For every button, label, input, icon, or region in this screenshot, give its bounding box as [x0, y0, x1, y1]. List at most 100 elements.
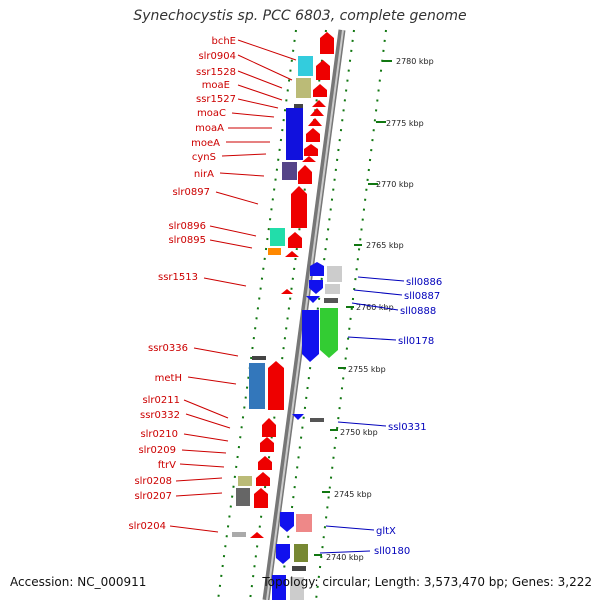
gene-label: bchE	[211, 36, 236, 47]
gene-feature	[232, 532, 246, 537]
gene-feature	[294, 104, 303, 108]
gene-arrow	[308, 118, 322, 126]
gene-feature	[298, 56, 313, 76]
gene-label: moaE	[202, 80, 230, 91]
leader-line	[175, 492, 223, 497]
gene-label: slr0904	[198, 51, 236, 62]
gene-label: sll0886	[406, 277, 442, 288]
gene-arrow	[310, 262, 324, 276]
leader-line	[237, 70, 283, 89]
gene-feature	[249, 363, 265, 409]
gene-arrow	[306, 296, 320, 303]
gene-label: slr0897	[172, 187, 210, 198]
leader-line	[337, 421, 387, 427]
gene-feature	[296, 514, 312, 532]
gene-feature	[310, 418, 324, 422]
gene-label: cynS	[192, 152, 216, 163]
leader-line	[231, 112, 275, 118]
gene-label: slr0207	[134, 491, 172, 502]
leader-line	[179, 463, 225, 468]
gene-feature	[272, 575, 286, 600]
leader-line	[183, 399, 229, 419]
kbp-label: 2740 kbp	[326, 553, 364, 562]
gene-label: ssl0331	[388, 422, 427, 433]
leader-line	[219, 172, 265, 177]
leader-line	[237, 98, 279, 109]
gene-label: slr0209	[138, 445, 176, 456]
gene-feature	[282, 162, 297, 180]
leader-line	[237, 39, 297, 61]
leader-line	[237, 54, 293, 81]
leader-line	[221, 153, 267, 157]
leader-line	[325, 525, 375, 531]
gene-label: slr0896	[168, 221, 206, 232]
gene-label: slr0208	[134, 476, 172, 487]
map-title: Synechocystis sp. PCC 6803, complete gen…	[133, 8, 467, 24]
gene-label: slr0895	[168, 235, 206, 246]
gene-feature	[236, 488, 250, 506]
leader-line	[187, 376, 237, 385]
gene-arrow	[281, 289, 293, 294]
gene-arrow	[302, 156, 316, 162]
gene-arrow	[250, 532, 264, 538]
gene-arrow	[310, 108, 324, 116]
gene-label: sll0887	[404, 291, 440, 302]
kbp-label: 2780 kbp	[396, 57, 434, 66]
gene-label: ssr1528	[196, 67, 236, 78]
gene-arrow	[309, 280, 323, 294]
gene-arrow	[254, 488, 268, 508]
leader-line	[193, 347, 239, 357]
gene-arrow	[298, 165, 312, 184]
leader-line	[353, 289, 403, 296]
gene-arrow	[258, 456, 272, 470]
gene-feature	[296, 78, 311, 98]
gene-label: gltX	[376, 526, 396, 537]
gene-label: slr0204	[128, 521, 166, 532]
gene-label: moaA	[195, 123, 224, 134]
kbp-label: 2745 kbp	[334, 490, 372, 499]
kbp-label: 2770 kbp	[376, 180, 414, 189]
gene-arrow	[320, 32, 334, 54]
gene-arrow	[276, 544, 290, 564]
forward-strand-features	[250, 32, 334, 538]
gene-label: slr0211	[142, 395, 180, 406]
gene-feature	[238, 476, 252, 486]
leader-line	[203, 277, 247, 287]
gene-arrow	[285, 251, 299, 257]
right-strand-features	[272, 262, 342, 600]
gene-arrow	[262, 418, 276, 437]
gene-arrow	[268, 361, 284, 410]
gene-label: sll0888	[400, 306, 436, 317]
leader-line	[175, 477, 223, 482]
gene-arrow	[306, 128, 320, 142]
gene-arrow	[316, 60, 330, 80]
leader-line	[209, 239, 253, 249]
leader-line	[183, 433, 229, 442]
gene-label: sll0180	[374, 546, 410, 557]
right-gene-labels: sll0886 sll0887 sll0888 sll0178 ssl0331 …	[319, 276, 442, 557]
gene-arrow	[304, 144, 318, 156]
leader-line	[169, 525, 219, 533]
gene-feature	[268, 248, 281, 255]
reverse-strand-features	[232, 56, 313, 537]
gene-feature	[294, 544, 308, 562]
gene-label: ssr0336	[148, 343, 188, 354]
gene-feature	[286, 108, 303, 160]
gene-feature	[270, 228, 285, 246]
gene-label: ftrV	[158, 460, 176, 471]
accession-text: Accession: NC_000911	[10, 575, 147, 589]
left-gene-labels: bchE slr0904 ssr1528 moaE ssr1527 moaC m…	[128, 36, 297, 533]
gene-feature	[252, 356, 266, 360]
gene-arrow	[280, 512, 294, 532]
leader-line	[215, 191, 259, 205]
leader-line	[185, 413, 231, 429]
gene-arrow	[288, 232, 302, 248]
leader-line	[237, 84, 283, 101]
gene-label: metH	[155, 373, 182, 384]
gene-feature	[324, 298, 338, 303]
gene-arrow	[292, 414, 304, 420]
gene-arrow	[260, 437, 274, 452]
kbp-label: 2755 kbp	[348, 365, 386, 374]
gene-label: moeA	[191, 138, 220, 149]
